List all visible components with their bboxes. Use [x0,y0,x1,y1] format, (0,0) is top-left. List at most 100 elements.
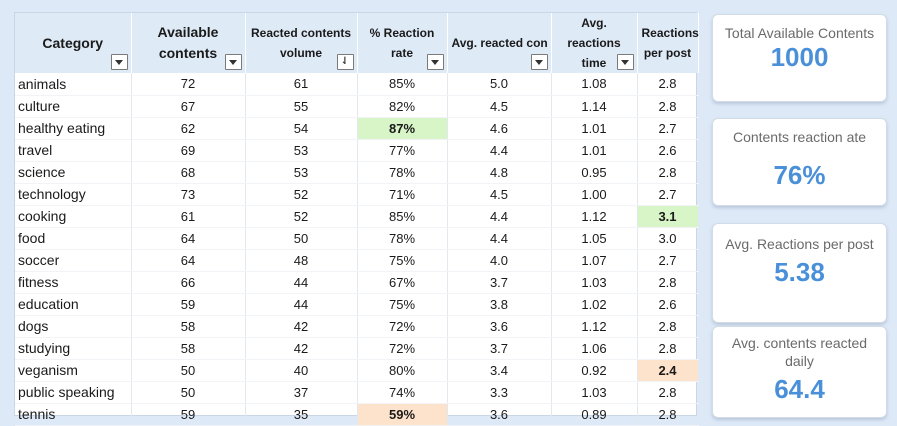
reaction-rate-cell[interactable]: 78% [357,161,448,184]
reaction-rate-cell[interactable]: 75% [357,249,448,272]
category-cell[interactable]: soccer [15,249,132,272]
reacted-volume-cell[interactable]: 44 [245,293,358,316]
available-cell[interactable]: 64 [131,249,246,272]
avg-reacted-cell[interactable]: 4.5 [447,183,552,206]
avg-time-cell[interactable]: 1.03 [551,381,638,404]
reactions-per-post-cell[interactable]: 2.4 [637,359,699,382]
available-cell[interactable]: 61 [131,205,246,228]
avg-reacted-cell[interactable]: 4.5 [447,95,552,118]
reacted-volume-cell[interactable]: 53 [245,161,358,184]
available-cell[interactable]: 50 [131,381,246,404]
category-cell[interactable]: studying [15,337,132,360]
filter-dropdown-button[interactable] [426,54,444,70]
avg-reacted-cell[interactable]: 4.4 [447,139,552,162]
avg-time-cell[interactable]: 1.08 [551,73,638,96]
reactions-per-post-cell[interactable]: 2.6 [637,293,699,316]
avg-time-cell[interactable]: 0.95 [551,161,638,184]
avg-time-cell[interactable]: 1.01 [551,139,638,162]
reaction-rate-cell[interactable]: 59% [357,403,448,426]
reaction-rate-cell[interactable]: 72% [357,315,448,338]
reacted-volume-cell[interactable]: 40 [245,359,358,382]
available-cell[interactable]: 66 [131,271,246,294]
avg-reacted-cell[interactable]: 4.0 [447,249,552,272]
reactions-per-post-cell[interactable]: 2.6 [637,139,699,162]
avg-time-cell[interactable]: 1.12 [551,205,638,228]
category-cell[interactable]: animals [15,73,132,96]
reaction-rate-cell[interactable]: 87% [357,117,448,140]
avg-reacted-cell[interactable]: 3.8 [447,293,552,316]
reactions-per-post-cell[interactable]: 2.7 [637,183,699,206]
avg-time-cell[interactable]: 1.12 [551,315,638,338]
avg-reacted-cell[interactable]: 3.6 [447,315,552,338]
category-cell[interactable]: tennis [15,403,132,426]
available-cell[interactable]: 58 [131,315,246,338]
reactions-per-post-cell[interactable]: 2.8 [637,73,699,96]
avg-reacted-cell[interactable]: 4.4 [447,227,552,250]
reactions-per-post-cell[interactable]: 2.8 [637,315,699,338]
avg-time-cell[interactable]: 1.03 [551,271,638,294]
category-cell[interactable]: science [15,161,132,184]
reactions-per-post-cell[interactable]: 2.8 [637,337,699,360]
category-cell[interactable]: cooking [15,205,132,228]
avg-time-cell[interactable]: 1.00 [551,183,638,206]
reacted-volume-cell[interactable]: 42 [245,315,358,338]
available-cell[interactable]: 73 [131,183,246,206]
reaction-rate-cell[interactable]: 71% [357,183,448,206]
category-cell[interactable]: travel [15,139,132,162]
category-cell[interactable]: food [15,227,132,250]
reactions-per-post-cell[interactable]: 2.8 [637,271,699,294]
avg-reacted-cell[interactable]: 4.6 [447,117,552,140]
avg-reacted-cell[interactable]: 4.4 [447,205,552,228]
reaction-rate-cell[interactable]: 80% [357,359,448,382]
reacted-volume-cell[interactable]: 52 [245,205,358,228]
filter-dropdown-button[interactable] [110,54,128,70]
reactions-per-post-cell[interactable]: 3.0 [637,227,699,250]
category-cell[interactable]: culture [15,95,132,118]
reactions-per-post-cell[interactable]: 2.7 [637,117,699,140]
reactions-per-post-cell[interactable]: 2.8 [637,403,699,426]
available-cell[interactable]: 58 [131,337,246,360]
avg-time-cell[interactable]: 1.06 [551,337,638,360]
reactions-per-post-cell[interactable]: 2.8 [637,95,699,118]
reaction-rate-cell[interactable]: 74% [357,381,448,404]
avg-time-cell[interactable]: 1.01 [551,117,638,140]
avg-reacted-cell[interactable]: 3.7 [447,337,552,360]
reacted-volume-cell[interactable]: 52 [245,183,358,206]
reacted-volume-cell[interactable]: 50 [245,227,358,250]
reacted-volume-cell[interactable]: 42 [245,337,358,360]
filter-dropdown-button[interactable] [530,54,548,70]
category-cell[interactable]: dogs [15,315,132,338]
category-cell[interactable]: education [15,293,132,316]
reaction-rate-cell[interactable]: 85% [357,73,448,96]
avg-reacted-cell[interactable]: 3.6 [447,403,552,426]
avg-reacted-cell[interactable]: 3.7 [447,271,552,294]
reactions-per-post-cell[interactable]: 2.7 [637,249,699,272]
reacted-volume-cell[interactable]: 48 [245,249,358,272]
avg-reacted-cell[interactable]: 5.0 [447,73,552,96]
avg-time-cell[interactable]: 1.05 [551,227,638,250]
reaction-rate-cell[interactable]: 67% [357,271,448,294]
reaction-rate-cell[interactable]: 78% [357,227,448,250]
avg-time-cell[interactable]: 1.07 [551,249,638,272]
available-cell[interactable]: 64 [131,227,246,250]
reactions-per-post-cell[interactable]: 2.8 [637,161,699,184]
reaction-rate-cell[interactable]: 72% [357,337,448,360]
sort-filter-button[interactable]: ⇃ [336,54,354,70]
reaction-rate-cell[interactable]: 75% [357,293,448,316]
available-cell[interactable]: 59 [131,293,246,316]
reaction-rate-cell[interactable]: 82% [357,95,448,118]
avg-time-cell[interactable]: 1.02 [551,293,638,316]
available-cell[interactable]: 72 [131,73,246,96]
reacted-volume-cell[interactable]: 61 [245,73,358,96]
reacted-volume-cell[interactable]: 35 [245,403,358,426]
reacted-volume-cell[interactable]: 54 [245,117,358,140]
available-cell[interactable]: 69 [131,139,246,162]
category-cell[interactable]: fitness [15,271,132,294]
category-cell[interactable]: veganism [15,359,132,382]
reaction-rate-cell[interactable]: 77% [357,139,448,162]
filter-dropdown-button[interactable] [224,54,242,70]
reacted-volume-cell[interactable]: 55 [245,95,358,118]
reacted-volume-cell[interactable]: 44 [245,271,358,294]
avg-reacted-cell[interactable]: 4.8 [447,161,552,184]
reactions-per-post-cell[interactable]: 2.8 [637,381,699,404]
